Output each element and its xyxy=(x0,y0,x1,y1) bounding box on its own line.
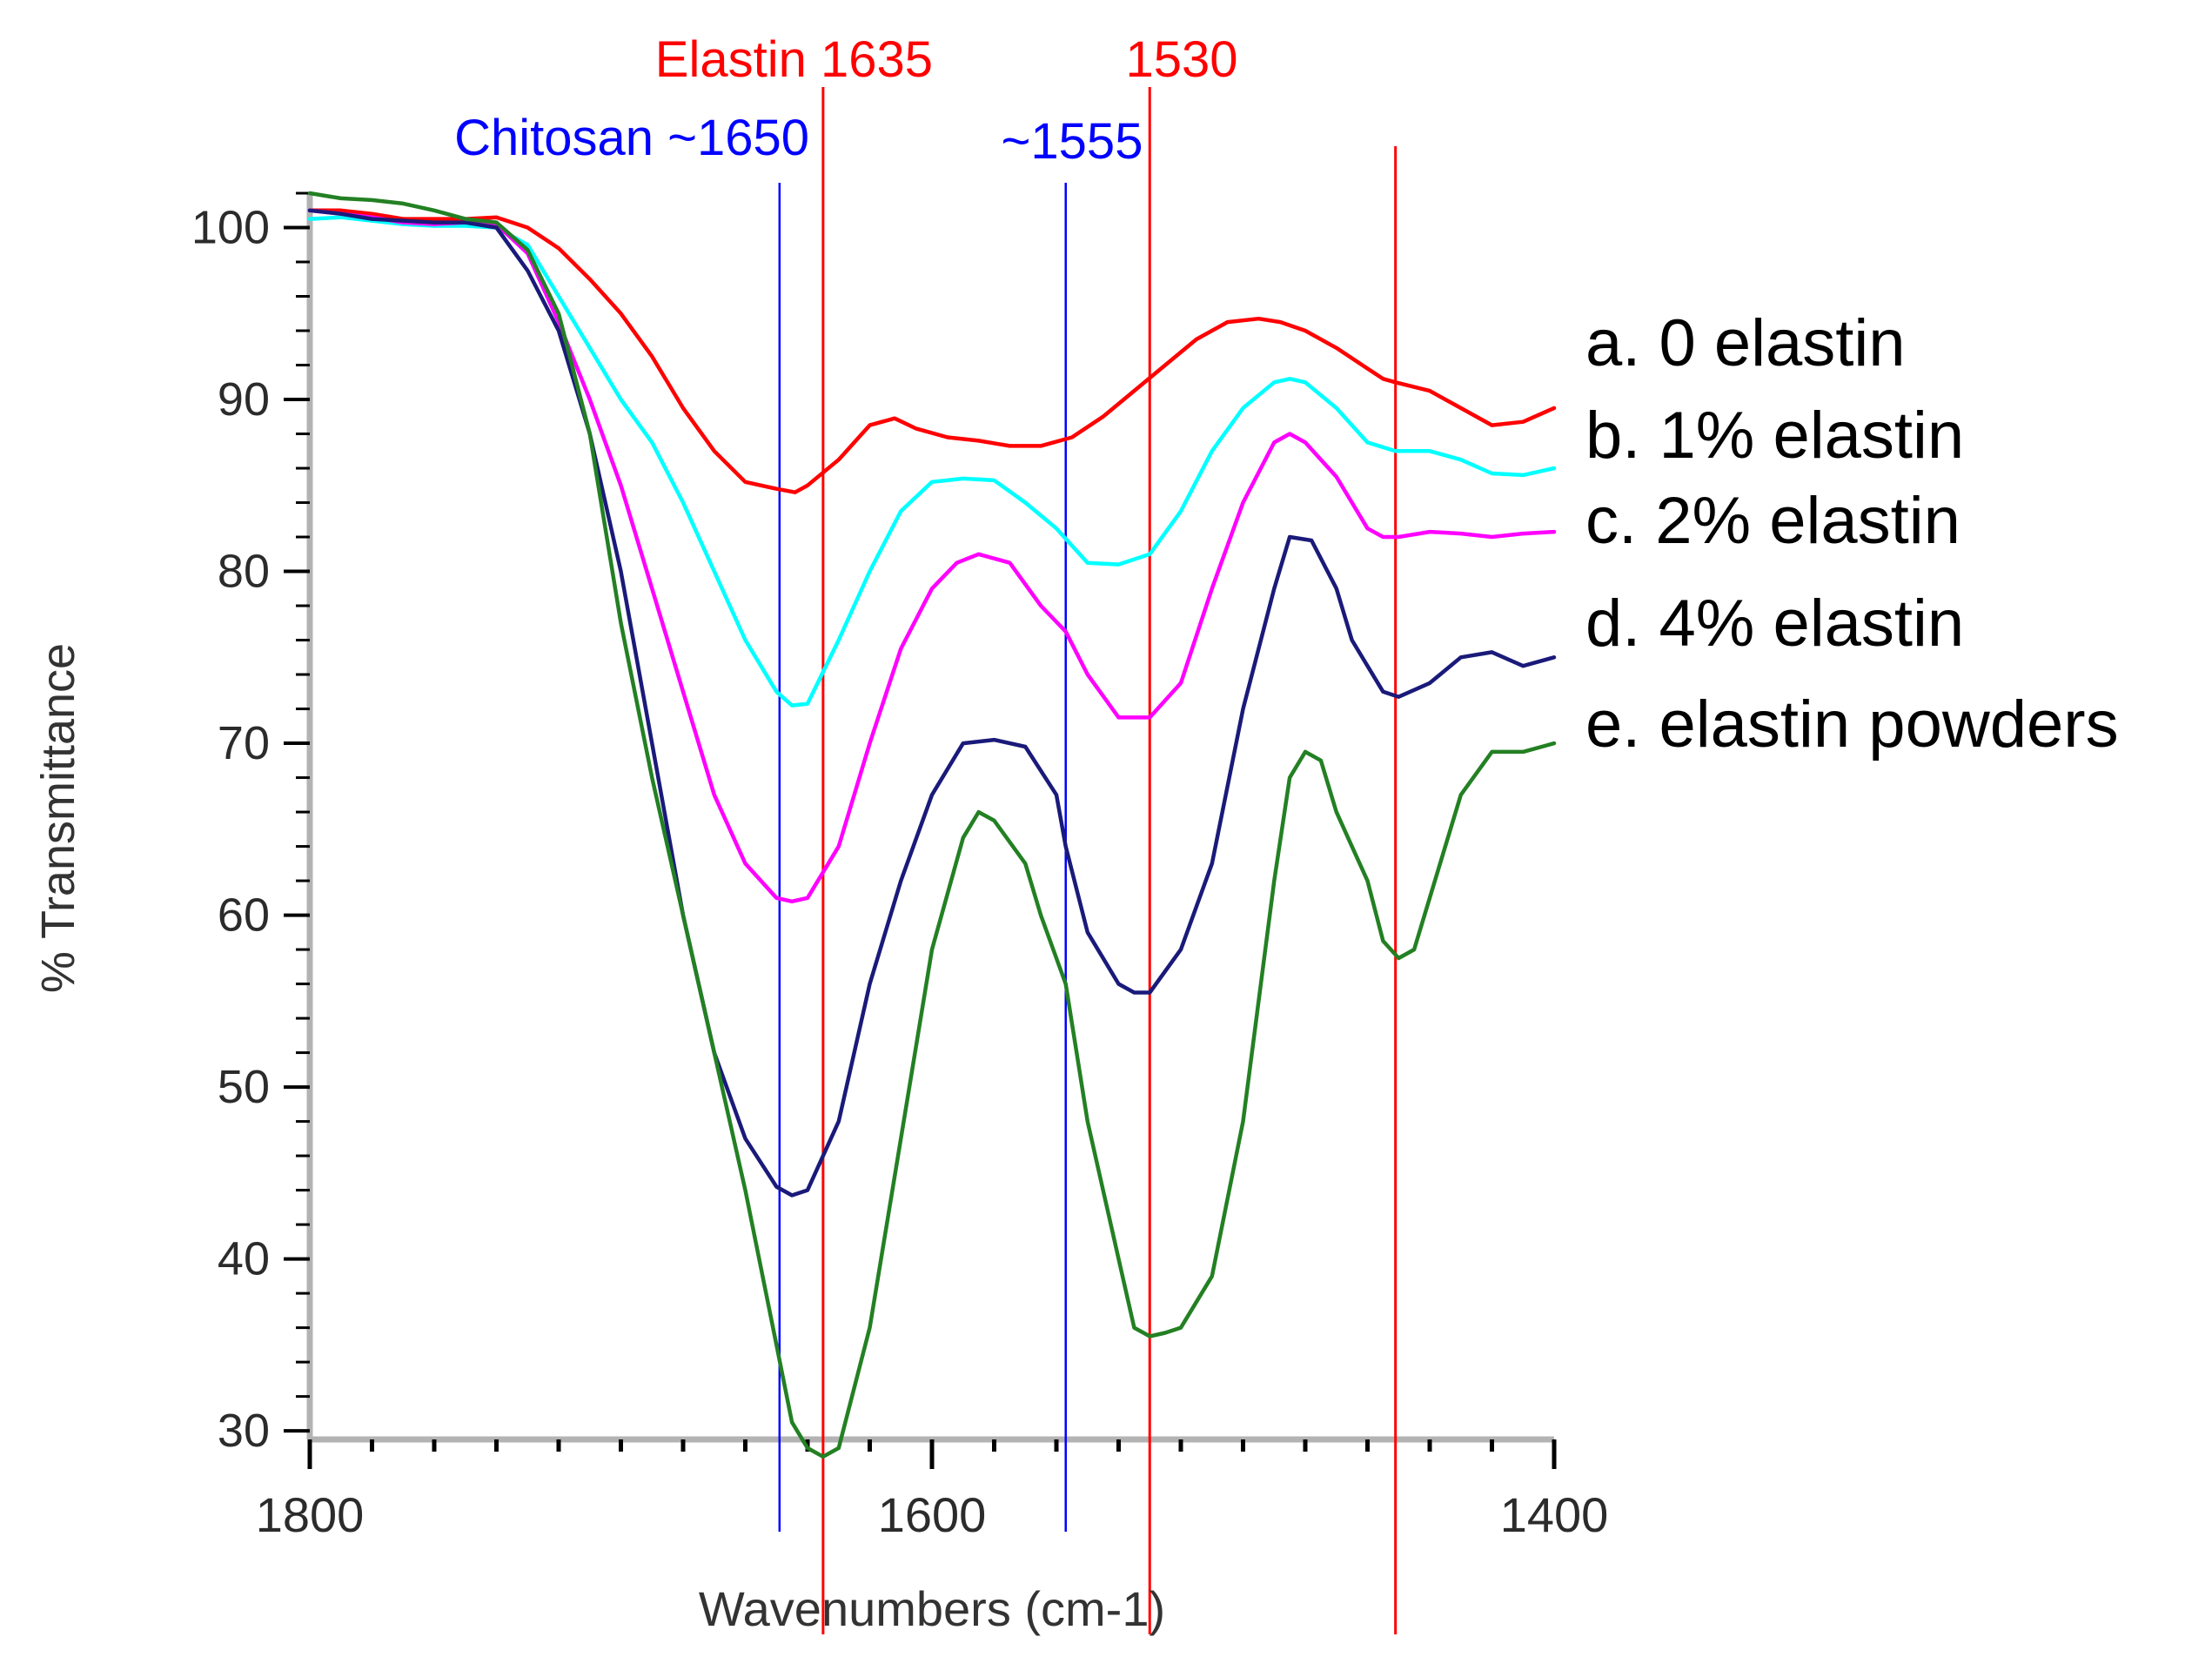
reference-line-label: Elastin 1635 xyxy=(655,31,933,88)
legend-label: c. 2% elastin xyxy=(1585,484,1961,558)
series-line xyxy=(307,191,1557,1459)
series-line xyxy=(307,208,1557,904)
axes-layer: 30 40 50 60 70 80 90 100 1800 1600 1400 xyxy=(191,191,1609,1542)
y-tick-label: 100 xyxy=(191,202,270,254)
y-tick-label: 30 xyxy=(218,1405,270,1457)
legend-label: b. 1% elastin xyxy=(1585,399,1964,473)
reference-line-label: ~1555 xyxy=(1002,113,1143,170)
labels-layer: Wavenumbers (cm-1) % Transmittance a. 0 el… xyxy=(32,306,2119,1636)
legend-label: d. 4% elastin xyxy=(1585,587,1964,661)
series-line xyxy=(307,208,1557,1197)
x-axis-title: Wavenumbers (cm-1) xyxy=(699,1581,1165,1636)
series-layer xyxy=(307,191,1557,1459)
series-line xyxy=(307,208,1557,494)
y-tick-label: 40 xyxy=(218,1233,270,1285)
y-tick-label: 80 xyxy=(218,546,270,598)
series-line xyxy=(307,215,1557,708)
y-axis-title: % Transmittance xyxy=(32,643,84,993)
x-tick-label: 1400 xyxy=(1500,1487,1609,1542)
y-tick-label: 50 xyxy=(218,1061,270,1113)
y-tick-label: 70 xyxy=(218,717,270,769)
y-tick-label: 90 xyxy=(218,373,270,426)
x-tick-label: 1600 xyxy=(878,1487,987,1542)
reference-line-label: Chitosan ~1650 xyxy=(454,110,809,166)
legend-label: a. 0 elastin xyxy=(1585,306,1906,380)
reference-lines-layer: Chitosan ~1650 Elastin 1635 ~1555 1530 xyxy=(454,31,1398,1634)
y-tick-label: 60 xyxy=(218,889,270,942)
reference-line-label: 1530 xyxy=(1125,31,1237,88)
legend-label: e. elastin powders xyxy=(1585,688,2119,761)
x-tick-label: 1800 xyxy=(256,1487,365,1542)
